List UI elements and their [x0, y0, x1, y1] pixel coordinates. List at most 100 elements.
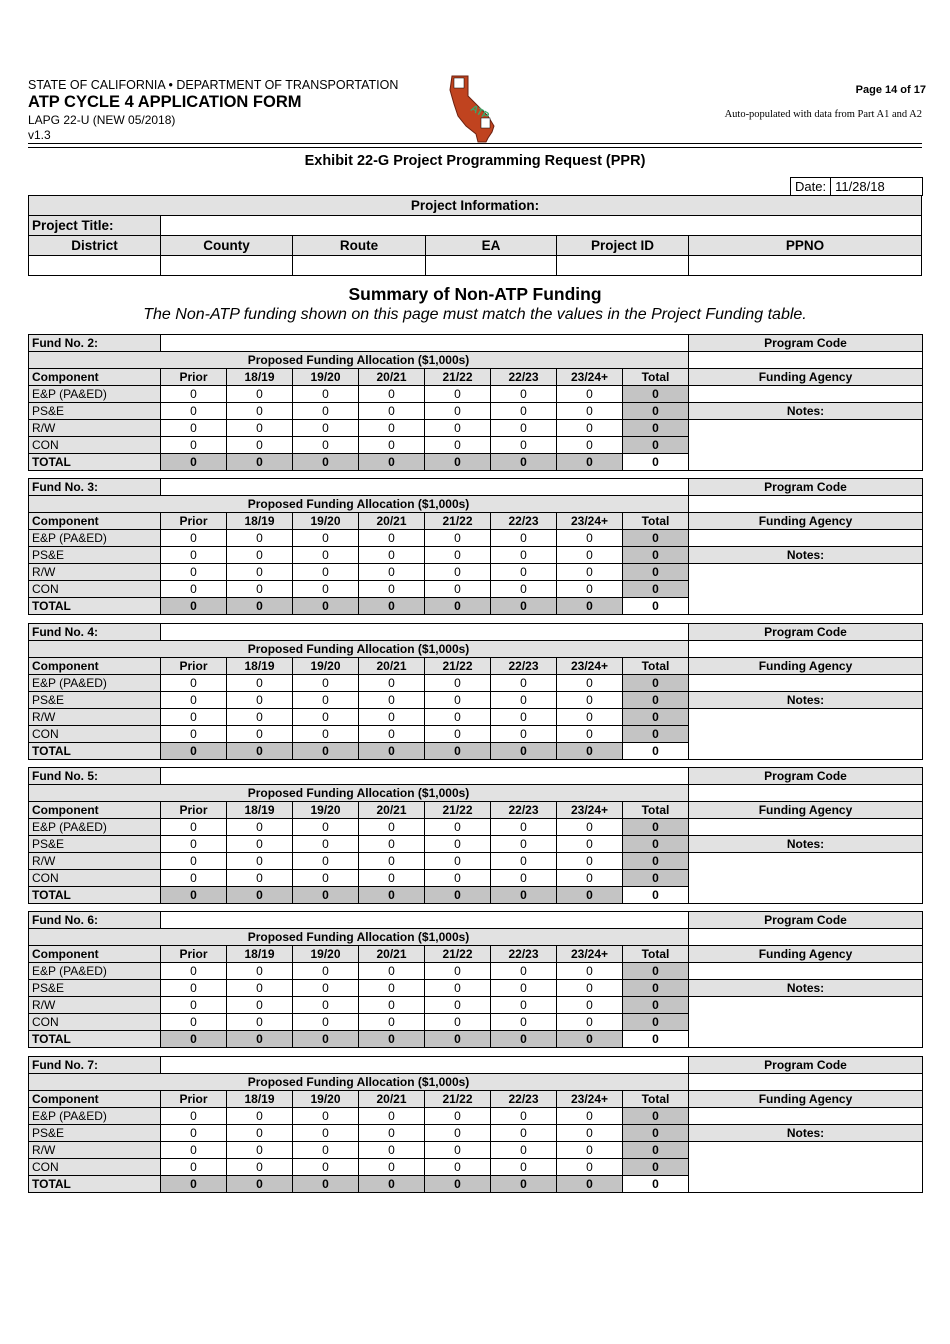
- amount-cell[interactable]: 0: [424, 1141, 491, 1159]
- amount-cell[interactable]: 0: [226, 546, 293, 564]
- amount-cell[interactable]: 0: [556, 835, 623, 853]
- amount-cell[interactable]: 0: [160, 691, 227, 709]
- amount-cell[interactable]: 0: [556, 580, 623, 598]
- date-value[interactable]: 11/28/18: [830, 178, 922, 195]
- amount-cell[interactable]: 0: [160, 1158, 227, 1176]
- amount-cell[interactable]: 0: [226, 852, 293, 870]
- amount-cell[interactable]: 0: [424, 1013, 491, 1031]
- amount-cell[interactable]: 0: [292, 962, 359, 980]
- amount-cell[interactable]: 0: [424, 979, 491, 997]
- amount-cell[interactable]: 0: [226, 1141, 293, 1159]
- amount-cell[interactable]: 0: [292, 674, 359, 692]
- amount-cell[interactable]: 0: [490, 674, 557, 692]
- amount-cell[interactable]: 0: [424, 708, 491, 726]
- amount-cell[interactable]: 0: [556, 708, 623, 726]
- amount-cell[interactable]: 0: [556, 962, 623, 980]
- program-code-value[interactable]: [688, 495, 923, 513]
- amount-cell[interactable]: 0: [358, 1013, 425, 1031]
- amount-cell[interactable]: 0: [424, 402, 491, 420]
- amount-cell[interactable]: 0: [424, 1107, 491, 1125]
- amount-cell[interactable]: 0: [358, 1107, 425, 1125]
- amount-cell[interactable]: 0: [424, 835, 491, 853]
- amount-cell[interactable]: 0: [490, 563, 557, 581]
- amount-cell[interactable]: 0: [160, 725, 227, 743]
- fund-name-field[interactable]: [160, 623, 689, 641]
- amount-cell[interactable]: 0: [556, 1141, 623, 1159]
- amount-cell[interactable]: 0: [160, 996, 227, 1014]
- amount-cell[interactable]: 0: [556, 996, 623, 1014]
- amount-cell[interactable]: 0: [358, 852, 425, 870]
- amount-cell[interactable]: 0: [160, 402, 227, 420]
- amount-cell[interactable]: 0: [226, 580, 293, 598]
- program-code-value[interactable]: [688, 784, 923, 802]
- amount-cell[interactable]: 0: [292, 979, 359, 997]
- amount-cell[interactable]: 0: [490, 436, 557, 454]
- amount-cell[interactable]: 0: [160, 1107, 227, 1125]
- project-title-value[interactable]: [159, 215, 923, 236]
- amount-cell[interactable]: 0: [358, 708, 425, 726]
- amount-cell[interactable]: 0: [160, 869, 227, 887]
- amount-cell[interactable]: 0: [226, 691, 293, 709]
- amount-cell[interactable]: 0: [292, 996, 359, 1014]
- amount-cell[interactable]: 0: [292, 529, 359, 547]
- amount-cell[interactable]: 0: [292, 691, 359, 709]
- amount-cell[interactable]: 0: [490, 869, 557, 887]
- amount-cell[interactable]: 0: [490, 708, 557, 726]
- amount-cell[interactable]: 0: [292, 835, 359, 853]
- amount-cell[interactable]: 0: [160, 818, 227, 836]
- amount-cell[interactable]: 0: [226, 1107, 293, 1125]
- notes-field[interactable]: [688, 852, 923, 904]
- amount-cell[interactable]: 0: [226, 962, 293, 980]
- amount-cell[interactable]: 0: [160, 563, 227, 581]
- project-info-value[interactable]: [160, 255, 293, 276]
- amount-cell[interactable]: 0: [490, 419, 557, 437]
- amount-cell[interactable]: 0: [358, 529, 425, 547]
- program-code-value[interactable]: [688, 640, 923, 658]
- amount-cell[interactable]: 0: [226, 725, 293, 743]
- amount-cell[interactable]: 0: [424, 869, 491, 887]
- amount-cell[interactable]: 0: [490, 962, 557, 980]
- amount-cell[interactable]: 0: [490, 996, 557, 1014]
- amount-cell[interactable]: 0: [424, 419, 491, 437]
- amount-cell[interactable]: 0: [556, 563, 623, 581]
- amount-cell[interactable]: 0: [490, 725, 557, 743]
- amount-cell[interactable]: 0: [490, 1107, 557, 1125]
- amount-cell[interactable]: 0: [424, 1158, 491, 1176]
- amount-cell[interactable]: 0: [424, 674, 491, 692]
- amount-cell[interactable]: 0: [556, 436, 623, 454]
- amount-cell[interactable]: 0: [160, 708, 227, 726]
- amount-cell[interactable]: 0: [424, 818, 491, 836]
- amount-cell[interactable]: 0: [160, 835, 227, 853]
- funding-agency-value[interactable]: [688, 962, 923, 980]
- funding-agency-value[interactable]: [688, 529, 923, 547]
- notes-field[interactable]: [688, 708, 923, 760]
- amount-cell[interactable]: 0: [556, 1107, 623, 1125]
- amount-cell[interactable]: 0: [226, 385, 293, 403]
- amount-cell[interactable]: 0: [490, 402, 557, 420]
- amount-cell[interactable]: 0: [292, 1158, 359, 1176]
- amount-cell[interactable]: 0: [358, 385, 425, 403]
- amount-cell[interactable]: 0: [226, 1124, 293, 1142]
- amount-cell[interactable]: 0: [160, 674, 227, 692]
- fund-name-field[interactable]: [160, 334, 689, 352]
- amount-cell[interactable]: 0: [292, 852, 359, 870]
- amount-cell[interactable]: 0: [226, 1158, 293, 1176]
- amount-cell[interactable]: 0: [160, 1124, 227, 1142]
- amount-cell[interactable]: 0: [160, 385, 227, 403]
- amount-cell[interactable]: 0: [556, 818, 623, 836]
- amount-cell[interactable]: 0: [226, 869, 293, 887]
- amount-cell[interactable]: 0: [424, 436, 491, 454]
- amount-cell[interactable]: 0: [292, 725, 359, 743]
- amount-cell[interactable]: 0: [292, 436, 359, 454]
- amount-cell[interactable]: 0: [160, 979, 227, 997]
- amount-cell[interactable]: 0: [160, 580, 227, 598]
- amount-cell[interactable]: 0: [556, 402, 623, 420]
- program-code-value[interactable]: [688, 1073, 923, 1091]
- amount-cell[interactable]: 0: [424, 385, 491, 403]
- amount-cell[interactable]: 0: [556, 852, 623, 870]
- amount-cell[interactable]: 0: [292, 563, 359, 581]
- amount-cell[interactable]: 0: [358, 402, 425, 420]
- amount-cell[interactable]: 0: [490, 546, 557, 564]
- amount-cell[interactable]: 0: [424, 529, 491, 547]
- amount-cell[interactable]: 0: [226, 529, 293, 547]
